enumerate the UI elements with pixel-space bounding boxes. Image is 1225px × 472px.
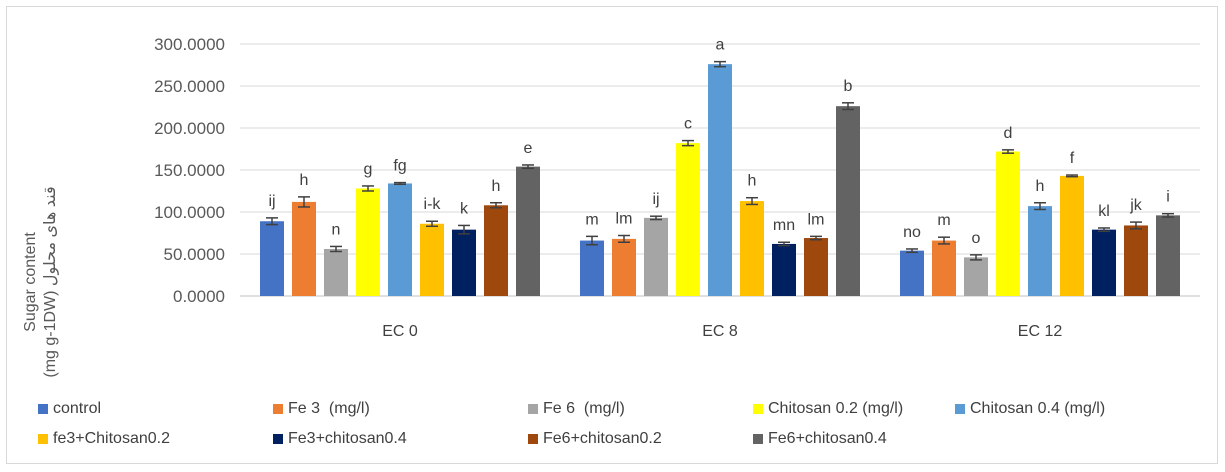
significance-label: b bbox=[844, 78, 853, 95]
x-tick-label: EC 0 bbox=[382, 323, 418, 340]
significance-label: mn bbox=[773, 217, 795, 234]
legend-swatch bbox=[38, 404, 48, 414]
significance-label: kl bbox=[1098, 203, 1110, 220]
bar bbox=[292, 201, 316, 296]
legend-item: Fe6+chitosan0.4 bbox=[753, 430, 887, 448]
significance-label: fg bbox=[393, 158, 406, 175]
bar bbox=[1060, 175, 1084, 296]
bar bbox=[900, 250, 924, 296]
significance-label: d bbox=[1004, 125, 1013, 142]
legend-swatch bbox=[273, 404, 283, 414]
bars bbox=[260, 64, 1180, 296]
significance-label: i bbox=[1166, 189, 1170, 206]
legend-label: control bbox=[53, 400, 102, 417]
significance-label: ij bbox=[652, 191, 659, 208]
y-tick-label: 100.0000 bbox=[154, 203, 225, 222]
bar bbox=[740, 201, 764, 296]
legend-swatch bbox=[38, 434, 48, 444]
bar bbox=[612, 238, 636, 296]
y-axis-label-line2: (mg g-1DW) قند های محلول bbox=[42, 186, 60, 377]
bar bbox=[996, 151, 1020, 296]
legend-swatch bbox=[955, 404, 965, 414]
bar bbox=[1124, 225, 1148, 296]
y-tick-label: 250.0000 bbox=[154, 77, 225, 96]
legend-label: Chitosan 0.2 (mg/l) bbox=[768, 400, 904, 417]
bar bbox=[388, 183, 412, 296]
y-tick-label: 300.0000 bbox=[154, 35, 225, 54]
legend-item: control bbox=[38, 400, 101, 418]
bar bbox=[804, 238, 828, 296]
legend-item: Fe3+chitosan0.4 bbox=[273, 430, 407, 448]
legend-swatch bbox=[528, 434, 538, 444]
bar bbox=[836, 106, 860, 296]
significance-label: n bbox=[332, 221, 341, 238]
significance-label: a bbox=[716, 37, 725, 54]
bar bbox=[932, 240, 956, 296]
legend-item: Chitosan 0.4 (mg/l) bbox=[955, 400, 1105, 418]
legend-label: Fe6+chitosan0.2 bbox=[543, 430, 662, 447]
y-tick-label: 0.0000 bbox=[173, 287, 225, 306]
significance-label: c bbox=[684, 116, 692, 133]
bar bbox=[420, 223, 444, 296]
legend-label: Fe6+chitosan0.4 bbox=[768, 430, 887, 447]
significance-label: g bbox=[364, 161, 373, 178]
significance-label: k bbox=[460, 200, 469, 217]
bar bbox=[644, 217, 668, 296]
significance-label: m bbox=[937, 212, 950, 229]
significance-label: h bbox=[1036, 178, 1045, 195]
bar bbox=[260, 221, 284, 296]
legend-item: Fe6+chitosan0.2 bbox=[528, 430, 662, 448]
legend-item: Fe 3 (mg/l) bbox=[273, 400, 370, 418]
significance-label: e bbox=[524, 140, 533, 157]
significance-label: o bbox=[972, 230, 981, 247]
legend-item: Chitosan 0.2 (mg/l) bbox=[753, 400, 903, 418]
legend-label: Fe 6 (mg/l) bbox=[543, 400, 625, 417]
legend-swatch bbox=[753, 404, 763, 414]
significance-label: f bbox=[1070, 150, 1075, 167]
significance-label: h bbox=[300, 172, 309, 189]
bar bbox=[452, 229, 476, 296]
x-axis: EC 0 EC 8 EC 12 bbox=[382, 323, 1062, 340]
legend-item: Fe 6 (mg/l) bbox=[528, 400, 625, 418]
bar bbox=[1092, 229, 1116, 296]
significance-label: lm bbox=[808, 211, 825, 228]
bar bbox=[1156, 215, 1180, 296]
significance-label: h bbox=[748, 173, 757, 190]
legend-label: Fe3+chitosan0.4 bbox=[288, 430, 407, 447]
bar bbox=[708, 64, 732, 296]
significance-label: lm bbox=[616, 211, 633, 228]
legend-item: fe3+Chitosan0.2 bbox=[38, 430, 170, 448]
bar bbox=[516, 166, 540, 296]
significance-label: ij bbox=[268, 193, 275, 210]
legend-swatch bbox=[753, 434, 763, 444]
bar bbox=[356, 188, 380, 296]
bar bbox=[324, 248, 348, 296]
legend-label: Fe 3 (mg/l) bbox=[288, 400, 370, 417]
error-bars bbox=[266, 60, 1174, 261]
significance-label: i-k bbox=[424, 196, 442, 213]
x-tick-label: EC 8 bbox=[702, 323, 738, 340]
y-tick-label: 200.0000 bbox=[154, 119, 225, 138]
x-tick-label: EC 12 bbox=[1018, 323, 1063, 340]
bar bbox=[580, 240, 604, 296]
legend-label: Chitosan 0.4 (mg/l) bbox=[970, 400, 1106, 417]
significance-label: m bbox=[585, 211, 598, 228]
significance-label: jk bbox=[1129, 197, 1143, 214]
y-tick-label: 150.0000 bbox=[154, 161, 225, 180]
legend-swatch bbox=[528, 404, 538, 414]
bar bbox=[964, 257, 988, 296]
bar bbox=[1028, 206, 1052, 296]
y-axis-label-line1: Sugar content bbox=[22, 232, 39, 332]
significance-label: h bbox=[492, 178, 501, 195]
y-axis: 0.0000 50.0000 100.0000 150.0000 200.0000 250… bbox=[154, 35, 225, 306]
bar bbox=[772, 243, 796, 296]
significance-label: no bbox=[903, 224, 921, 241]
legend-swatch bbox=[273, 434, 283, 444]
legend-label: fe3+Chitosan0.2 bbox=[53, 430, 170, 447]
bar bbox=[484, 205, 508, 296]
y-tick-label: 50.0000 bbox=[164, 245, 225, 264]
bar bbox=[676, 143, 700, 296]
